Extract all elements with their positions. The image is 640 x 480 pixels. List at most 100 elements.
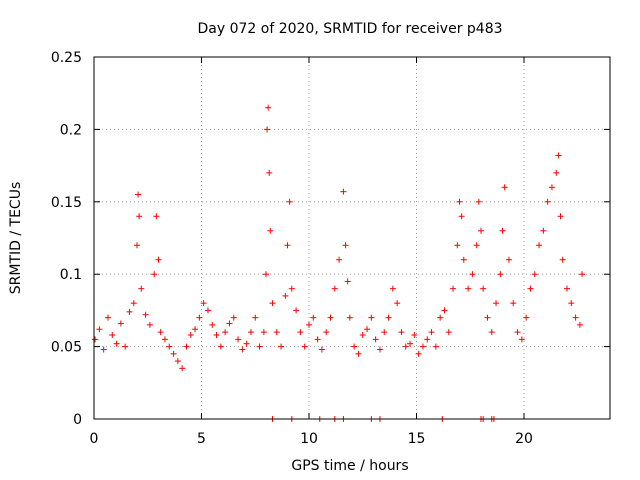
data-point xyxy=(346,314,353,321)
plot-frame xyxy=(93,56,611,420)
data-point xyxy=(407,340,414,347)
data-point xyxy=(557,213,564,220)
data-point xyxy=(402,343,409,350)
data-point xyxy=(484,314,491,321)
data-point xyxy=(411,332,418,339)
data-point xyxy=(469,271,476,278)
data-point xyxy=(501,184,508,191)
data-point xyxy=(217,343,224,350)
y-tick-label: 0.25 xyxy=(51,50,82,66)
data-point xyxy=(344,278,351,285)
data-point xyxy=(252,314,259,321)
data-point xyxy=(475,198,482,205)
data-point xyxy=(576,321,583,328)
data-point xyxy=(432,343,439,350)
data-point xyxy=(381,329,388,336)
data-point xyxy=(314,336,321,343)
data-point xyxy=(200,300,207,307)
data-point xyxy=(179,365,186,372)
data-point xyxy=(488,329,495,336)
data-point xyxy=(355,350,362,357)
data-point xyxy=(460,256,467,263)
data-point xyxy=(579,271,586,278)
y-axis-label: SRMTID / TECUs xyxy=(8,182,24,295)
data-point xyxy=(109,332,116,339)
data-point xyxy=(222,329,229,336)
data-point xyxy=(174,358,181,365)
data-point xyxy=(134,242,140,249)
data-point xyxy=(424,336,431,343)
data-point xyxy=(497,271,504,278)
data-point xyxy=(196,314,203,321)
data-point xyxy=(161,336,168,343)
data-point xyxy=(306,321,312,328)
data-point xyxy=(286,198,293,205)
y-tick-label: 0.05 xyxy=(51,340,82,356)
data-point xyxy=(151,271,158,278)
grid-lines xyxy=(94,57,610,419)
data-point xyxy=(243,340,250,347)
data-point xyxy=(310,314,317,321)
data-point xyxy=(282,292,289,299)
data-point xyxy=(518,336,525,343)
data-point xyxy=(372,336,379,343)
data-point xyxy=(389,285,396,292)
data-point xyxy=(92,336,99,343)
data-point xyxy=(155,256,162,263)
data-point xyxy=(465,285,472,292)
data-point xyxy=(527,285,534,292)
data-point xyxy=(117,320,124,327)
data-points xyxy=(92,104,586,422)
y-tick-label: 0.15 xyxy=(51,195,82,211)
data-point xyxy=(265,104,272,111)
data-point xyxy=(260,329,267,336)
data-point xyxy=(267,227,274,234)
data-point xyxy=(192,326,199,333)
data-point xyxy=(540,227,547,234)
data-point xyxy=(187,332,194,339)
data-point xyxy=(336,256,343,263)
data-point xyxy=(213,332,220,339)
x-tick-label: 5 xyxy=(197,431,206,447)
data-point xyxy=(376,346,383,353)
x-axis-label: GPS time / hours xyxy=(291,458,408,474)
data-point xyxy=(256,343,263,350)
data-point xyxy=(445,329,452,336)
data-point xyxy=(269,300,276,307)
data-point xyxy=(126,308,133,315)
chart-title: Day 072 of 2020, SRMTID for receiver p48… xyxy=(197,21,502,37)
data-point xyxy=(135,191,142,198)
data-point xyxy=(226,320,233,327)
data-point xyxy=(297,329,304,336)
data-point xyxy=(113,340,120,347)
data-point xyxy=(456,198,463,205)
x-tick-label: 10 xyxy=(300,431,318,447)
data-point xyxy=(536,242,543,249)
data-point xyxy=(166,343,173,350)
data-point xyxy=(548,184,555,191)
x-tick-label: 0 xyxy=(90,431,99,447)
data-point xyxy=(247,329,254,336)
data-point xyxy=(278,343,285,350)
data-point xyxy=(183,343,190,350)
data-point xyxy=(559,256,566,263)
data-point xyxy=(553,169,560,176)
data-point xyxy=(458,213,465,220)
data-point xyxy=(122,343,129,350)
data-point xyxy=(104,314,111,321)
data-point xyxy=(493,300,500,307)
data-point xyxy=(385,314,392,321)
data-point xyxy=(209,321,216,328)
data-point xyxy=(130,300,137,307)
data-point xyxy=(96,326,103,333)
data-point xyxy=(136,213,143,220)
data-point xyxy=(138,285,145,292)
data-point xyxy=(301,343,308,350)
data-point xyxy=(499,227,506,234)
data-point xyxy=(428,329,435,336)
data-point xyxy=(266,169,273,176)
data-point xyxy=(564,285,570,292)
data-point xyxy=(523,314,530,321)
data-point xyxy=(572,314,579,321)
